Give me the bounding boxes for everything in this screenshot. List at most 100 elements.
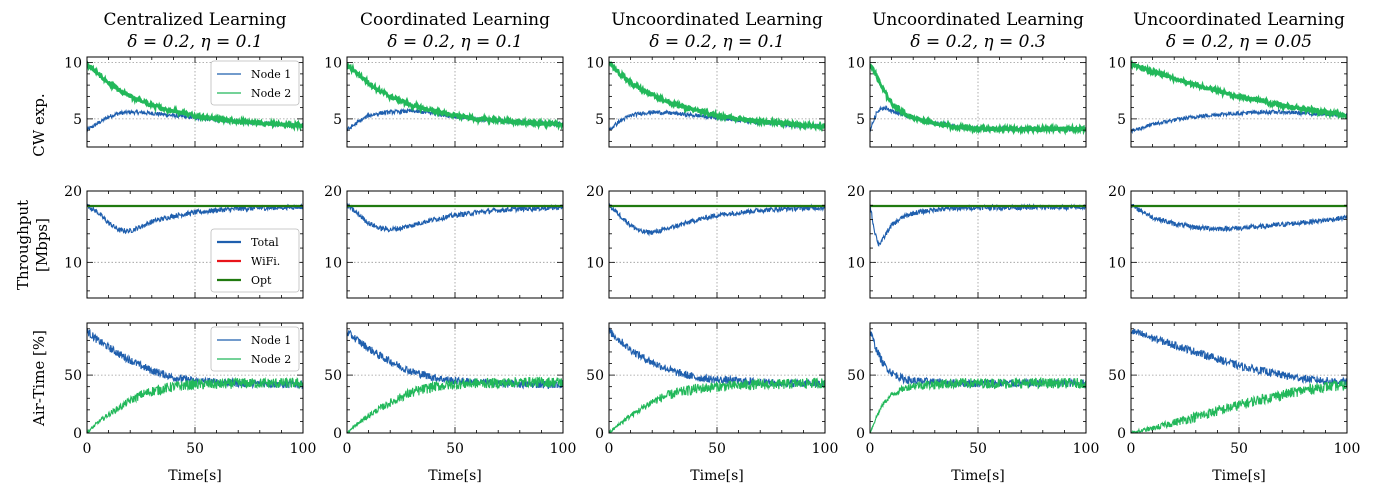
y-tick-label: 20 <box>847 184 865 200</box>
x-tick-label: 0 <box>83 441 92 457</box>
x-axis-label: Time[s] <box>1212 468 1265 484</box>
x-tick-label: 100 <box>1334 441 1361 457</box>
chart-title: Coordinated Learning <box>360 10 550 30</box>
x-axis-label: Time[s] <box>428 468 481 484</box>
chart-title: Uncoordinated Learning <box>872 10 1084 30</box>
y-tick-label: 20 <box>586 184 604 200</box>
series-node-2 <box>870 63 1086 136</box>
panel-cw: 5 10 <box>1108 56 1348 148</box>
y-tick-label: 20 <box>1108 184 1126 200</box>
x-tick-label: 0 <box>1127 441 1136 457</box>
x-tick-label: 100 <box>290 441 317 457</box>
chart-subtitle: δ = 0.2, η = 0.05 <box>1166 32 1312 52</box>
legend-cw: Node 1 Node 2 <box>210 60 300 106</box>
series-total <box>609 203 825 237</box>
panel-throughput: 10 20 Total WiFi. Opt <box>64 184 304 299</box>
y-tick-label: 5 <box>73 112 82 128</box>
legend-label: Opt <box>251 274 272 287</box>
y-tick-label: 50 <box>586 368 604 384</box>
y-tick-label: 10 <box>64 56 82 72</box>
y-tick-label: 10 <box>64 255 82 271</box>
x-axis-label: Time[s] <box>951 468 1004 484</box>
y-tick-label: 0 <box>1117 426 1126 442</box>
y-tick-label: 10 <box>586 255 604 271</box>
series-node-2 <box>347 376 563 433</box>
panel-throughput: 10 20 <box>324 184 564 299</box>
row-ylabel-airtime: Air-Time [%] <box>30 330 48 427</box>
y-tick-label: 20 <box>64 184 82 200</box>
panel-airtime: 0 50 0 50 100 Time[s] <box>847 322 1100 484</box>
chart-title: Uncoordinated Learning <box>611 10 823 30</box>
series-node-1 <box>1131 328 1347 386</box>
chart-title: Uncoordinated Learning <box>1133 10 1345 30</box>
y-tick-label: 0 <box>856 426 865 442</box>
x-tick-label: 50 <box>1230 441 1248 457</box>
y-tick-label: 10 <box>586 56 604 72</box>
series-node-2 <box>870 376 1086 433</box>
panel-cw: 5 10 <box>586 56 826 148</box>
legend-label: Node 1 <box>251 334 291 347</box>
panel-cw: 5 10 <box>324 56 564 148</box>
y-tick-label: 10 <box>324 56 342 72</box>
series-node-2 <box>609 377 825 433</box>
x-tick-label: 0 <box>866 441 875 457</box>
series-total <box>1131 204 1347 233</box>
panel-throughput: 10 20 <box>847 184 1087 299</box>
y-tick-label: 0 <box>333 426 342 442</box>
legend-airtime: Node 1 Node 2 <box>210 326 300 372</box>
series-node-1 <box>1131 108 1347 135</box>
series-total <box>347 202 563 233</box>
y-tick-label: 0 <box>73 426 82 442</box>
series-node-2 <box>1131 60 1347 120</box>
y-tick-label: 10 <box>1108 56 1126 72</box>
x-tick-label: 50 <box>708 441 726 457</box>
panel-cw: 5 10 <box>847 56 1087 148</box>
y-tick-label: 5 <box>595 112 604 128</box>
chart-subtitle: δ = 0.2, η = 0.3 <box>910 32 1045 52</box>
panel-airtime: 0 50 0 50 100 Time[s] <box>1108 322 1361 484</box>
x-axis-label: Time[s] <box>168 468 221 484</box>
chart-subtitle: δ = 0.2, η = 0.1 <box>127 32 262 52</box>
y-tick-label: 20 <box>324 184 342 200</box>
series-node-2 <box>87 376 303 433</box>
x-tick-label: 100 <box>1073 441 1100 457</box>
panel-throughput: 10 20 <box>1108 184 1348 299</box>
legend-label: Total <box>251 236 279 249</box>
panel-airtime: 0 50 0 50 100 Time[s] <box>324 322 577 484</box>
legend-box <box>210 326 300 372</box>
y-tick-label: 10 <box>847 255 865 271</box>
y-tick-label: 5 <box>856 112 865 128</box>
panel-airtime: 0 50 0 50 100 Time[s] Node 1 Node 2 <box>64 322 317 484</box>
x-tick-label: 0 <box>605 441 614 457</box>
y-tick-label: 50 <box>324 368 342 384</box>
series-node-2 <box>87 59 303 132</box>
series-node-2 <box>1131 380 1347 433</box>
chart-title: Centralized Learning <box>103 10 286 30</box>
y-tick-label: 5 <box>333 112 342 128</box>
series-total <box>870 203 1086 247</box>
series-node-2 <box>347 62 563 131</box>
chart-subtitle: δ = 0.2, η = 0.1 <box>387 32 522 52</box>
x-tick-label: 100 <box>550 441 577 457</box>
x-tick-label: 50 <box>969 441 987 457</box>
y-tick-label: 50 <box>1108 368 1126 384</box>
panel-throughput: 10 20 <box>586 184 826 299</box>
y-tick-label: 5 <box>1117 112 1126 128</box>
series-total <box>87 203 303 235</box>
y-tick-label: 10 <box>1108 255 1126 271</box>
y-tick-label: 0 <box>595 426 604 442</box>
legend-label: Node 2 <box>251 353 291 366</box>
legend-throughput: Total WiFi. Opt <box>210 228 300 293</box>
panel-airtime: 0 50 0 50 100 Time[s] <box>586 322 838 484</box>
row-ylabel-throughput: Throughput <box>14 200 32 290</box>
chart-subtitle: δ = 0.2, η = 0.1 <box>649 32 784 52</box>
x-tick-label: 50 <box>186 441 204 457</box>
legend-label: Node 1 <box>251 68 291 81</box>
row-ylabel-cw: CW exp. <box>30 93 48 156</box>
x-tick-label: 0 <box>343 441 352 457</box>
